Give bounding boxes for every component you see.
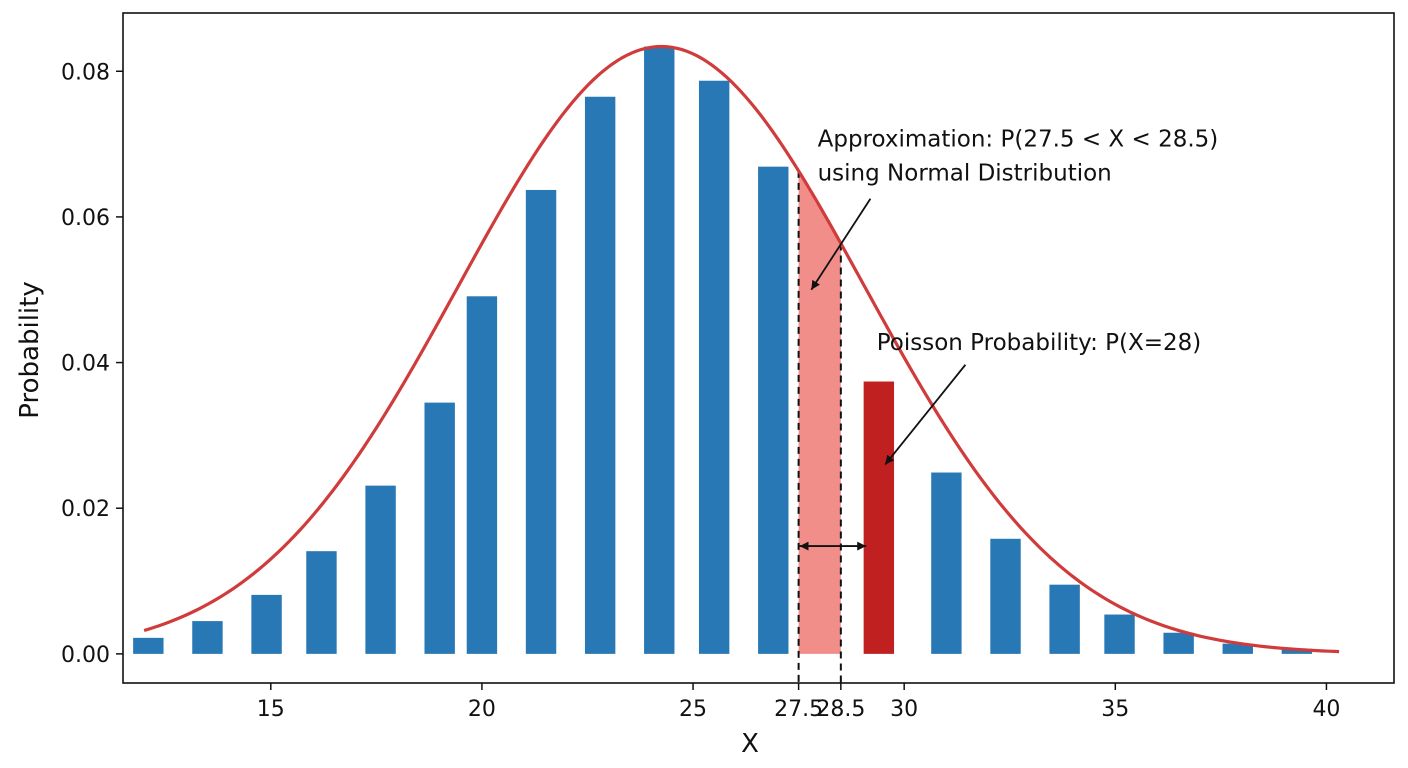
normal-curve (143, 44, 1340, 654)
curve-layer (143, 44, 1340, 654)
bar (251, 594, 282, 654)
bar (466, 296, 498, 654)
bar (1104, 614, 1135, 654)
bar (192, 621, 223, 654)
bar (525, 189, 557, 654)
x-tick-label: 40 (1312, 697, 1340, 722)
bar (365, 485, 396, 654)
x-axis-title: X (741, 729, 759, 759)
y-axis-title: Probability (15, 281, 45, 418)
x-tick-label: 27.5 (774, 697, 823, 722)
bar (990, 538, 1021, 654)
bars-layer (133, 46, 1313, 654)
bar (1049, 584, 1080, 654)
shaded-region-layer (798, 170, 841, 654)
x-tick-label: 28.5 (816, 697, 865, 722)
bar (931, 472, 962, 654)
boundary-lines-layer (797, 170, 842, 683)
x-tick-label: 30 (890, 697, 918, 722)
bar (1163, 632, 1194, 654)
bar (758, 166, 789, 654)
x-axis: 15 20 25 27.528.5 30 35 40 (257, 683, 1340, 722)
x-tick-label: 15 (257, 697, 285, 722)
annotation-poisson: Poisson Probability: P(X=28) (877, 330, 1202, 466)
y-axis: 0.00 0.02 0.04 0.06 0.08 (61, 60, 123, 668)
bar (1222, 643, 1253, 654)
x-tick-label: 25 (679, 697, 707, 722)
x-tick-label: 35 (1101, 697, 1129, 722)
y-tick-label: 0.04 (61, 352, 110, 377)
bar (584, 96, 616, 654)
bar (1281, 648, 1313, 654)
y-tick-label: 0.02 (61, 497, 110, 522)
y-tick-label: 0.06 (61, 206, 110, 231)
bar (306, 551, 337, 654)
bar (424, 402, 455, 654)
annotation-text: Approximation: P(27.5 < X < 28.5) (818, 126, 1219, 152)
plot-frame (122, 12, 1395, 684)
bar (698, 80, 730, 654)
highlight-bar (863, 381, 895, 654)
annotation-arrow (884, 364, 967, 466)
bar (133, 637, 164, 654)
shaded-region (798, 170, 841, 654)
bar (644, 46, 675, 654)
y-tick-label: 0.00 (61, 643, 110, 668)
annotation-arrow (810, 198, 872, 291)
annotation-text: using Normal Distribution (818, 160, 1112, 186)
annotation-text: Poisson Probability: P(X=28) (877, 330, 1202, 356)
annotation-approx: Approximation: P(27.5 < X < 28.5) using N… (810, 126, 1219, 291)
annotations-layer: Approximation: P(27.5 < X < 28.5) using N… (799, 126, 1219, 551)
x-tick-label: 20 (468, 697, 496, 722)
y-tick-label: 0.08 (61, 60, 110, 85)
